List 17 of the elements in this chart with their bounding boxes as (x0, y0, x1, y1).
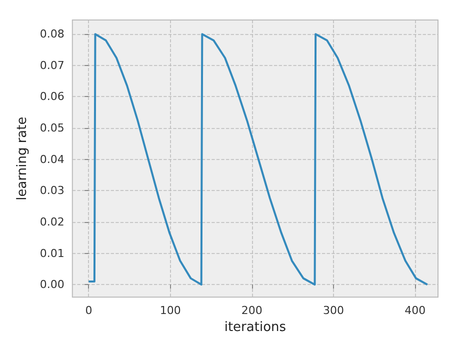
y-tick-label: 0.07 (40, 58, 64, 72)
y-tick-label: 0.01 (40, 246, 64, 260)
y-tick-label: 0.06 (40, 90, 64, 104)
line-series (88, 33, 428, 286)
x-tick-label: 0 (85, 304, 92, 318)
y-tick-label: 0.04 (40, 152, 64, 166)
y-tick-label: 0.02 (40, 215, 64, 228)
y-axis-title: learning rate (15, 116, 30, 200)
x-tick-label: 100 (160, 304, 181, 318)
x-tick-label: 400 (404, 304, 426, 318)
y-tick-label: 0.00 (40, 278, 64, 292)
y-tick-label: 0.03 (40, 184, 64, 198)
x-tick-label: 300 (323, 304, 344, 318)
y-tick-label: 0.08 (40, 28, 64, 41)
x-axis-title: iterations (224, 320, 286, 335)
y-tick-label: 0.05 (40, 122, 64, 135)
x-tick-label: 200 (241, 304, 262, 318)
